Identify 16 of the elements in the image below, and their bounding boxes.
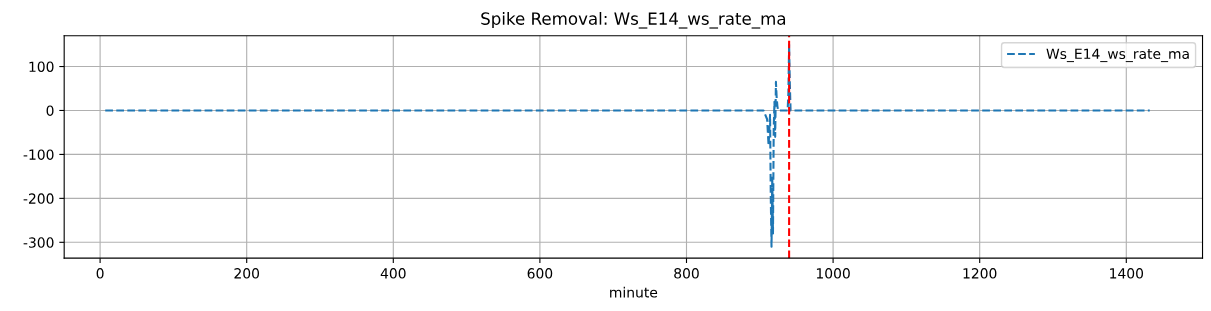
- x-tick-label: 600: [527, 268, 553, 279]
- y-tick-label: -100: [23, 149, 54, 160]
- legend-label: Ws_E14_ws_rate_ma: [1046, 48, 1189, 63]
- x-tick-label: 200: [234, 268, 260, 279]
- x-tick-label: 1200: [963, 268, 997, 279]
- x-tick-label: 0: [96, 268, 104, 279]
- chart-title: Spike Removal: Ws_E14_ws_rate_ma: [481, 11, 786, 29]
- y-tick-label: -200: [23, 193, 54, 204]
- y-tick-label: 0: [46, 105, 54, 116]
- x-axis-title: minute: [610, 286, 658, 298]
- x-tick-label: 1400: [1110, 268, 1144, 279]
- y-tick-label: 100: [29, 61, 54, 72]
- y-tick-label: -300: [23, 237, 54, 248]
- x-tick-label: 800: [674, 268, 699, 279]
- x-tick-label: 400: [380, 268, 406, 279]
- x-tick-label: 1000: [816, 268, 850, 279]
